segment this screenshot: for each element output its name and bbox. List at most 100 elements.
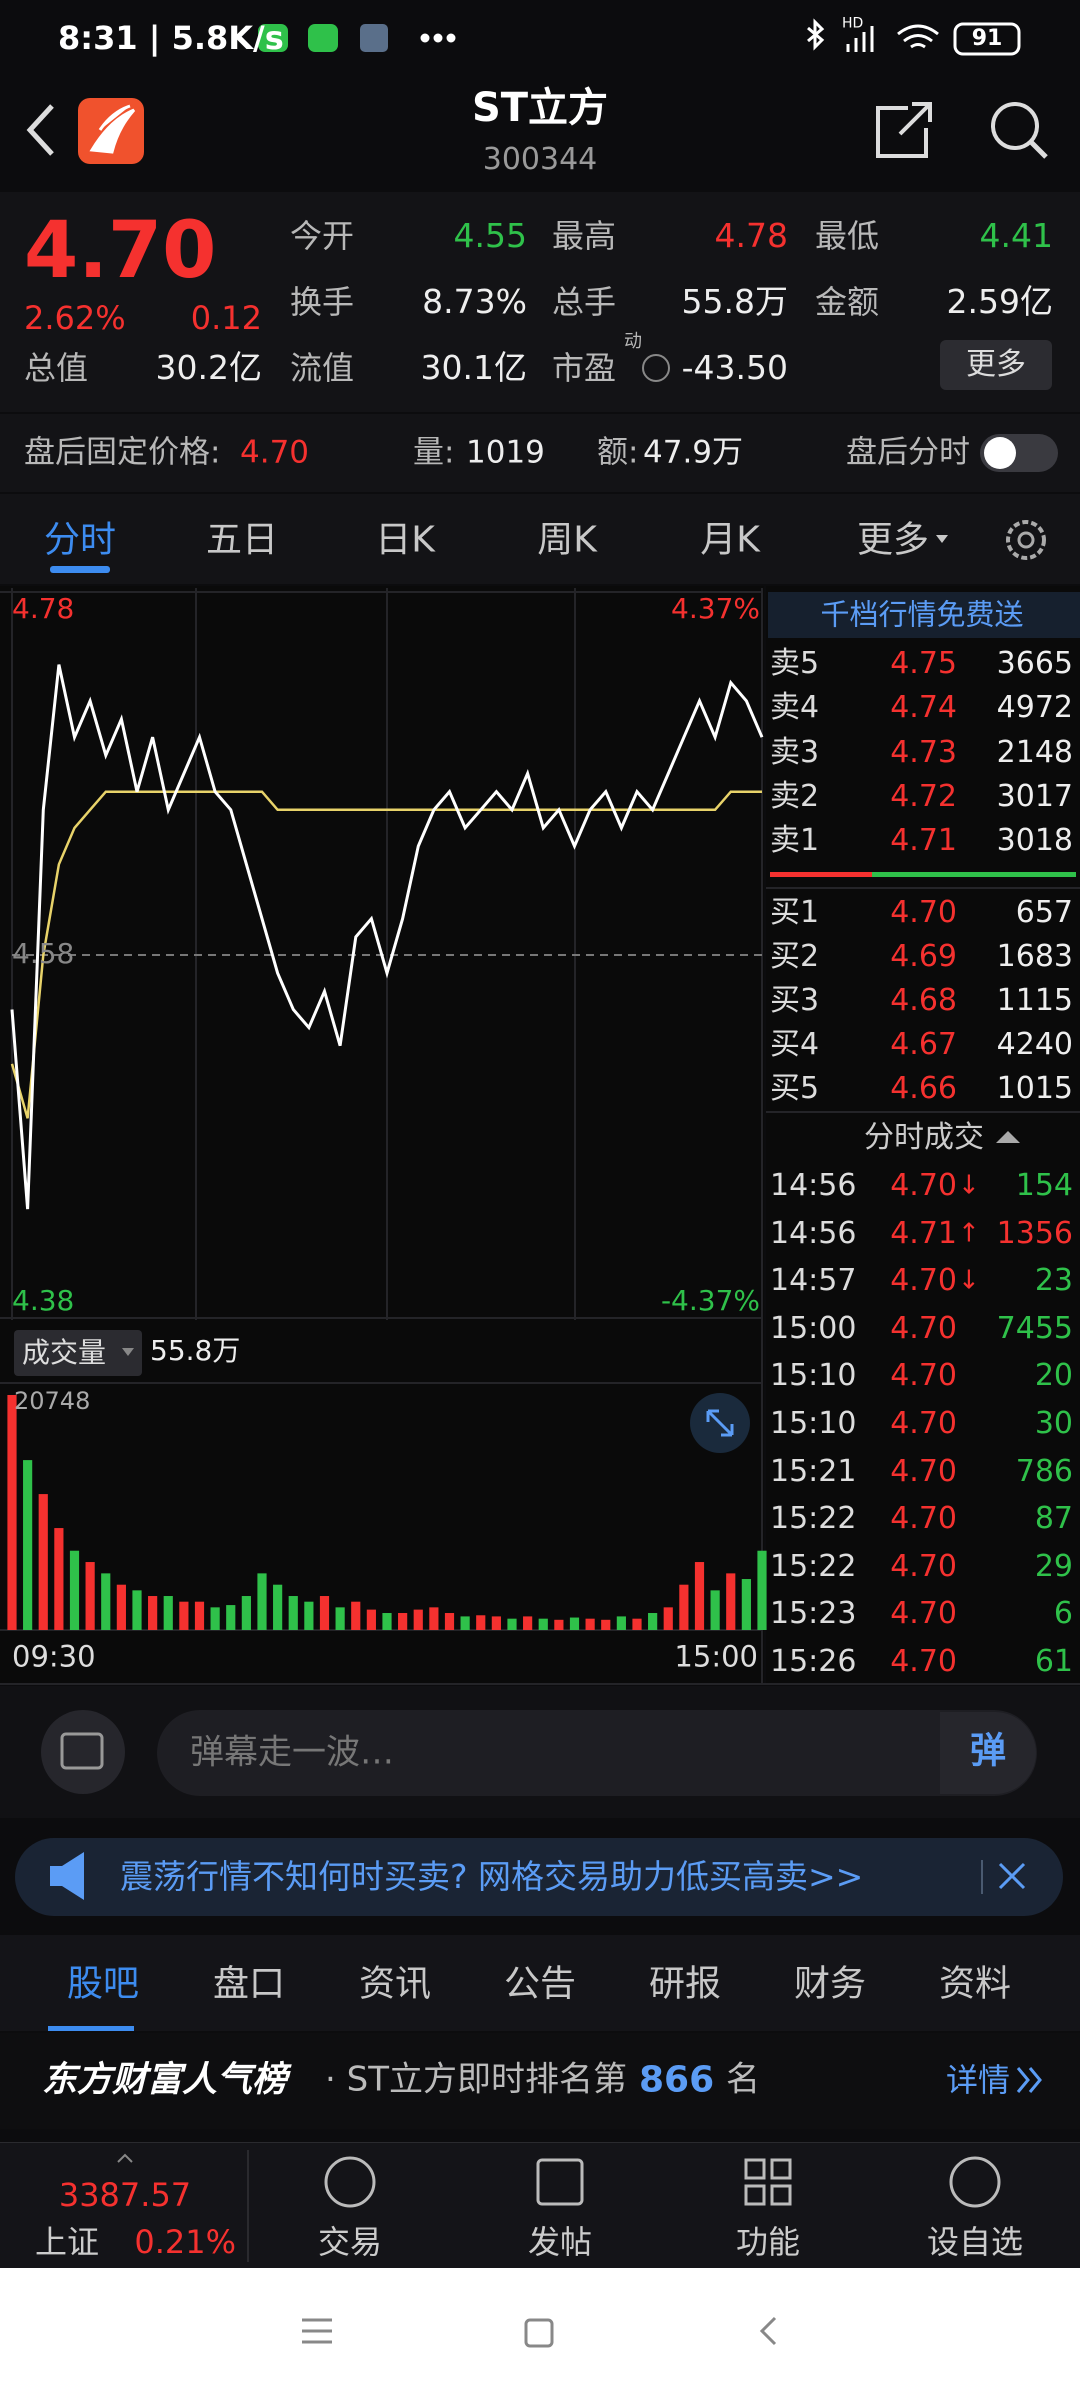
- trade-price: 4.70: [890, 1310, 957, 1346]
- order-panel: [766, 586, 1080, 1684]
- promo-bg[interactable]: [768, 592, 1080, 638]
- settings-core: [1017, 531, 1035, 549]
- megaphone-icon: [50, 1852, 84, 1900]
- y-tick-label: 4.58: [12, 937, 74, 970]
- field-label: 市盈: [552, 348, 617, 387]
- section-tab[interactable]: 研报: [648, 1963, 722, 2005]
- trade-volume: 20: [1034, 1358, 1073, 1394]
- home-key[interactable]: [524, 2318, 554, 2348]
- trade-time: 15:23: [770, 1596, 857, 1632]
- network-type: HD: [842, 15, 864, 32]
- section-tab[interactable]: 公告: [503, 1963, 577, 2005]
- danmaku-placeholder[interactable]: 弹幕走一波…: [190, 1732, 394, 1773]
- share-button[interactable]: [876, 102, 932, 158]
- trade-volume: 786: [1015, 1453, 1073, 1489]
- bluetooth-icon: [807, 18, 825, 51]
- trade-price: 4.70: [890, 1263, 957, 1299]
- stock-name: ST立方: [471, 85, 609, 131]
- ranking-suffix: 名: [726, 2059, 760, 2100]
- info-icon: [642, 354, 670, 382]
- danmaku-send[interactable]: 弹: [969, 1730, 1007, 1772]
- volume-bar: [194, 1601, 205, 1630]
- order-price: 4.68: [890, 983, 957, 1018]
- volume-bar: [476, 1615, 486, 1630]
- trade-price: 4.70: [890, 1501, 957, 1537]
- field-label: 最高: [552, 216, 617, 255]
- watchlist-icon[interactable]: [949, 2156, 1001, 2208]
- nav-label[interactable]: 交易: [317, 2222, 383, 2261]
- last-price: 4.70: [24, 206, 217, 297]
- nav-label[interactable]: 功能: [735, 2222, 801, 2261]
- nav-label[interactable]: 发帖: [527, 2222, 593, 2261]
- volume-bar: [23, 1460, 33, 1630]
- volume-bar: [382, 1613, 392, 1630]
- trade-volume: 23: [1034, 1263, 1073, 1299]
- settings-button[interactable]: [1006, 520, 1046, 560]
- menu-key[interactable]: [302, 2318, 332, 2344]
- volume-bar: [491, 1616, 501, 1630]
- trade-icon[interactable]: [324, 2156, 376, 2208]
- dropdown-caret: [122, 1348, 134, 1356]
- volume-bar: [694, 1562, 705, 1630]
- back-key[interactable]: [759, 2316, 777, 2346]
- section-tab[interactable]: 财务: [793, 1963, 867, 2005]
- order-label: 买1: [770, 895, 820, 930]
- after-hours-label: 盘后固定价格:: [24, 434, 221, 471]
- volume-bar: [210, 1607, 220, 1630]
- trade-price: 4.70: [890, 1644, 957, 1679]
- order-price: 4.66: [890, 1071, 957, 1106]
- ranking-link[interactable]: 详情: [945, 2060, 1010, 2099]
- order-price: 4.72: [890, 778, 957, 814]
- volume-bar: [398, 1613, 408, 1630]
- function-icon[interactable]: [744, 2158, 792, 2206]
- banner[interactable]: [15, 1838, 1063, 1916]
- trade-time: 15:26: [770, 1644, 857, 1679]
- order-volume: 657: [1015, 895, 1073, 930]
- promo-link[interactable]: 千档行情免费送: [820, 597, 1024, 632]
- volume-bar: [54, 1528, 64, 1630]
- price-line: [10, 664, 764, 1210]
- volume-selector[interactable]: [14, 1330, 142, 1376]
- ranking-number: 866: [639, 2059, 715, 2101]
- dot: [433, 33, 443, 43]
- close-banner[interactable]: [998, 1862, 1026, 1890]
- chart-tab[interactable]: 分时: [43, 519, 117, 561]
- status-time: 8:31 | 5.8K/s: [58, 18, 284, 57]
- more-button-bg[interactable]: [940, 340, 1052, 390]
- volume-bar: [632, 1618, 642, 1630]
- section-tab[interactable]: 股吧: [66, 1963, 140, 2005]
- back-button[interactable]: [26, 104, 54, 156]
- danmaku-input[interactable]: [157, 1710, 1037, 1796]
- chart-tab[interactable]: 五日: [205, 519, 279, 561]
- section-tabs-bg: [0, 1935, 1080, 2031]
- volume-selector-label: 成交量: [22, 1336, 107, 1370]
- trade-direction: ↓: [958, 1265, 980, 1296]
- post-icon[interactable]: [536, 2158, 584, 2206]
- search-button[interactable]: [991, 102, 1039, 150]
- danmaku-button-bg[interactable]: [940, 1712, 1036, 1794]
- section-tab[interactable]: 盘口: [212, 1963, 286, 2005]
- section-tab[interactable]: 资料: [938, 1963, 1012, 2005]
- dot: [420, 33, 430, 43]
- chart-tab[interactable]: 月K: [700, 519, 760, 561]
- order-label: 卖2: [770, 778, 820, 814]
- volume-bar: [7, 1395, 17, 1630]
- chart-tab[interactable]: 更多: [856, 519, 930, 561]
- chart-tab[interactable]: 日K: [375, 519, 435, 561]
- total-volume: 55.8万: [150, 1334, 241, 1368]
- field-superscript: 动: [624, 331, 642, 353]
- more-button[interactable]: 更多: [966, 347, 1026, 382]
- volume-bar: [616, 1616, 626, 1630]
- volume-bar: [366, 1609, 376, 1630]
- field-value: 2.59亿: [946, 282, 1053, 322]
- banner-text[interactable]: 震荡行情不知何时买卖? 网格交易助力低买高卖>>: [120, 1857, 864, 1897]
- trade-volume: 6: [1053, 1596, 1073, 1632]
- chart-tab[interactable]: 周K: [537, 519, 597, 561]
- app-icon: [258, 24, 288, 52]
- nav-label[interactable]: 设自选: [926, 2222, 1024, 2261]
- order-label: 卖4: [770, 690, 820, 726]
- index-value[interactable]: 3387.57: [58, 2175, 192, 2214]
- trade-volume: 7455: [996, 1310, 1073, 1346]
- danmaku-toggle[interactable]: [41, 1710, 125, 1794]
- section-tab[interactable]: 资讯: [358, 1963, 432, 2005]
